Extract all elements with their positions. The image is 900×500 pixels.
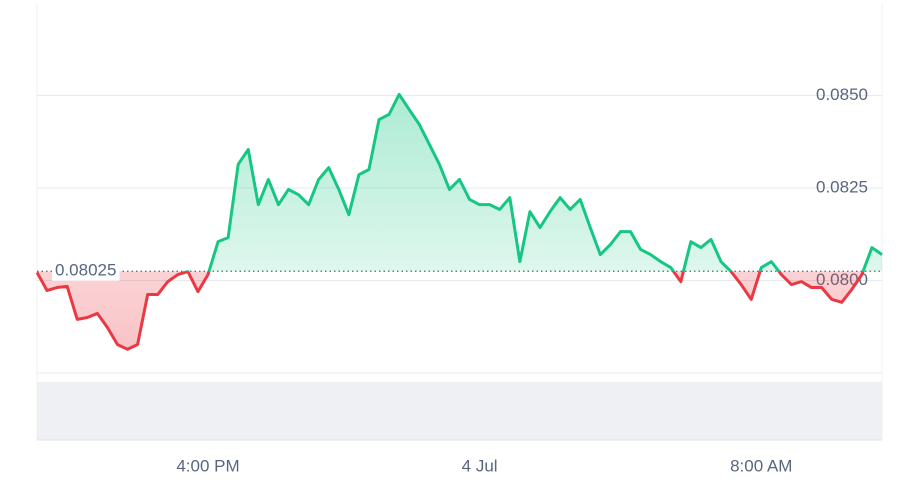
volume-area bbox=[37, 382, 882, 440]
area-down bbox=[37, 271, 882, 350]
area-up bbox=[37, 94, 882, 272]
y-tick-label: 0.0850 bbox=[816, 85, 868, 104]
y-tick-label: 0.0825 bbox=[816, 177, 868, 196]
baseline-label-bg bbox=[52, 259, 120, 281]
x-tick-label: 4 Jul bbox=[462, 456, 498, 475]
x-tick-label: 4:00 PM bbox=[176, 456, 239, 475]
baseline-label: 0.08025 bbox=[55, 261, 116, 280]
price-line-down bbox=[35, 271, 865, 351]
x-tick-label: 8:00 AM bbox=[730, 456, 792, 475]
price-line-up bbox=[183, 92, 883, 272]
